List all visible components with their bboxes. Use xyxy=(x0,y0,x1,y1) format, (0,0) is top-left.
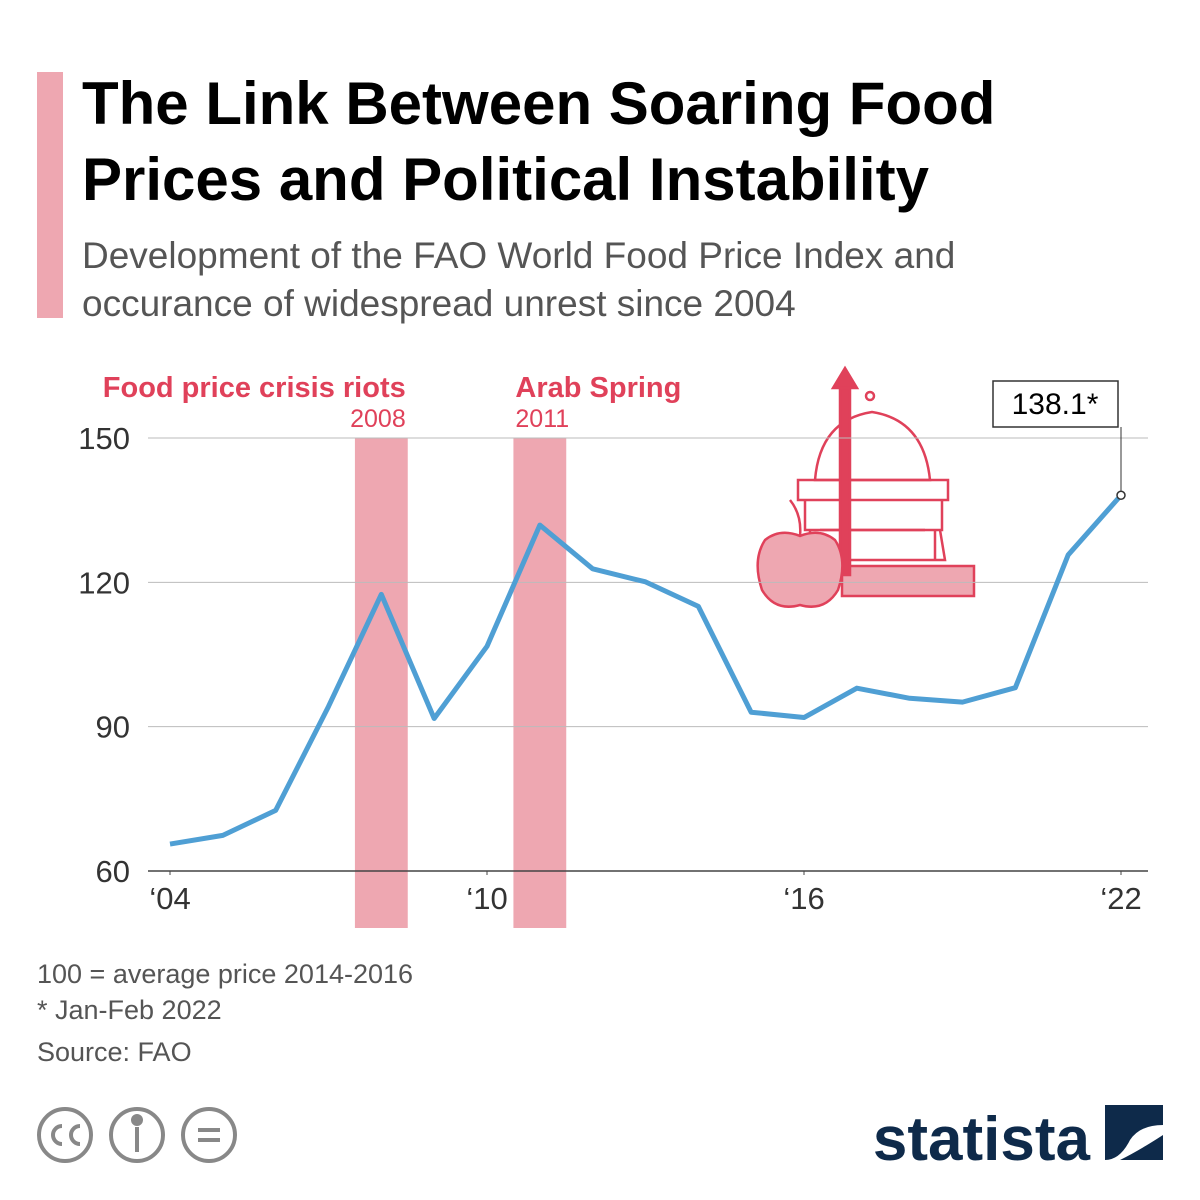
x-tick-label: ‘10 xyxy=(466,881,507,916)
y-tick-label: 150 xyxy=(78,421,130,456)
end-point xyxy=(1116,490,1126,501)
x-tick-label: ‘04 xyxy=(149,881,190,916)
y-tick-label: 90 xyxy=(96,710,130,745)
brand-logo: statista xyxy=(873,1105,1163,1174)
footnote: * Jan-Feb 2022 xyxy=(37,995,222,1025)
event-year: 2011 xyxy=(515,405,569,433)
data-line xyxy=(169,493,1123,847)
event-label: Arab Spring xyxy=(515,372,681,404)
chart-subtitle: Development of the FAO World Food Price … xyxy=(82,235,955,276)
footnote: 100 = average price 2014-2016 xyxy=(37,959,413,989)
brand-name: statista xyxy=(873,1105,1091,1174)
chart-title: The Link Between Soaring Food Prices and … xyxy=(82,70,995,213)
callout-box xyxy=(992,380,1119,428)
title-accent xyxy=(37,72,63,318)
y-tick-label: 120 xyxy=(78,565,130,600)
illustration xyxy=(756,365,976,608)
license-icons xyxy=(37,1107,237,1163)
x-tick-label: ‘16 xyxy=(783,881,824,916)
x-tick-label: ‘22 xyxy=(1100,881,1141,916)
y-tick-label: 60 xyxy=(96,854,130,889)
event-year: 2008 xyxy=(350,405,406,433)
chart-subtitle: occurance of widespread unrest since 200… xyxy=(82,283,796,324)
footnote: Source: FAO xyxy=(37,1037,192,1067)
data-label: 138.1* xyxy=(1012,388,1099,421)
event-band xyxy=(354,438,408,928)
event-band xyxy=(513,438,567,928)
event-label: Food price crisis riots xyxy=(103,372,406,404)
